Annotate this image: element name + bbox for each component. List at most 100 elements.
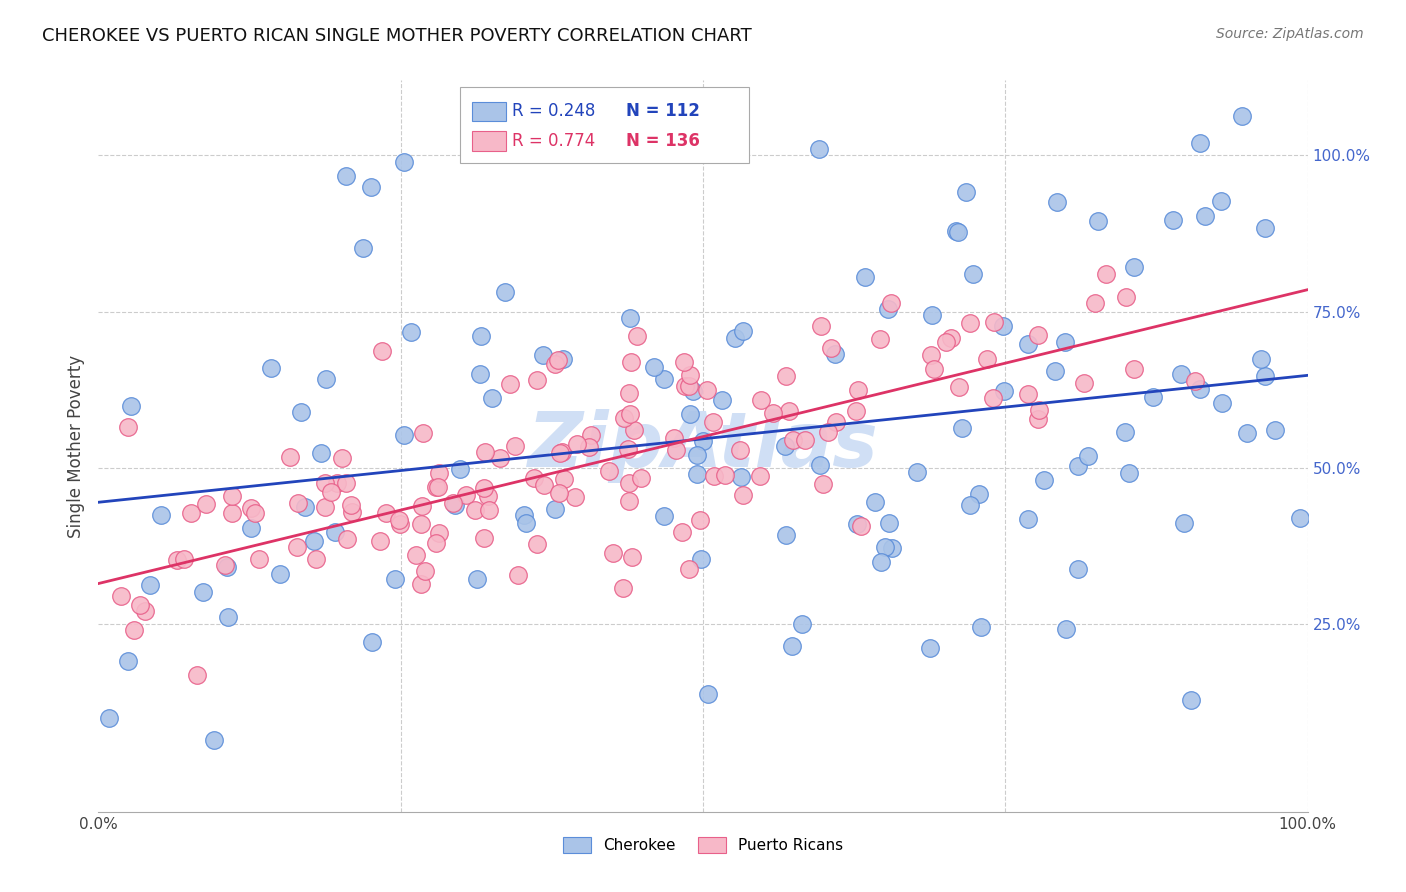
Point [360,179,382,194]
Point [620,355,643,369]
Point [678,379,700,393]
Point [335,169,357,183]
Y-axis label: Single Mother Poverty: Single Mother Poverty [66,354,84,538]
Point [290,405,312,419]
Point [323,525,346,540]
Point [392,428,415,442]
Point [665,442,688,457]
Point [662,431,685,445]
Point [195,497,218,511]
Point [465,572,488,586]
Point [352,241,374,255]
Point [689,513,711,527]
Point [1161,213,1184,227]
Point [955,185,977,199]
Point [673,378,696,392]
Point [551,352,574,367]
Point [749,393,772,408]
Point [690,552,713,566]
Point [464,503,486,517]
Point [780,640,803,654]
Point [1236,426,1258,441]
Point [97,711,120,725]
Point [269,566,291,581]
Point [877,516,900,530]
Point [427,526,450,541]
Point [879,295,901,310]
Point [526,373,548,387]
Point [679,407,702,421]
Point [967,487,990,501]
Point [1180,693,1202,707]
Point [1095,267,1118,281]
Point [441,495,464,509]
Point [1087,214,1109,228]
Point [1026,328,1049,343]
Point [512,508,534,523]
Point [427,466,450,480]
Point [515,516,537,530]
Point [384,572,406,586]
Point [411,517,433,532]
Point [239,501,262,516]
Point [948,380,970,394]
Point [1017,337,1039,351]
Point [950,421,973,435]
Point [773,439,796,453]
Point [686,467,709,481]
Point [882,541,904,555]
Point [499,377,522,392]
Point [478,502,501,516]
Point [1077,449,1099,463]
Point [449,462,471,476]
Point [851,519,873,533]
Point [875,540,897,554]
Point [1122,362,1144,376]
Point [361,635,384,649]
Point [166,553,188,567]
Point [217,610,239,624]
Point [1211,395,1233,409]
Point [477,489,499,503]
Text: N = 136: N = 136 [626,132,700,150]
Point [544,357,567,371]
Point [294,500,316,515]
Point [1054,623,1077,637]
Point [733,324,755,338]
Point [335,476,357,491]
Point [547,353,569,368]
Point [1142,390,1164,404]
Point [173,552,195,566]
Point [1032,474,1054,488]
Point [673,354,696,368]
Point [221,489,243,503]
Point [959,498,981,512]
Point [778,404,800,418]
Point [1289,511,1312,525]
Point [564,490,586,504]
Point [387,513,409,527]
Point [456,488,478,502]
Point [775,369,797,384]
Point [711,392,734,407]
Point [976,351,998,366]
Point [426,480,449,494]
Point [415,565,437,579]
Point [775,528,797,542]
Point [370,344,392,359]
Point [869,332,891,346]
Point [962,268,984,282]
Point [239,521,262,535]
Point [117,654,139,668]
Point [221,506,243,520]
Point [724,331,747,345]
Point [1028,402,1050,417]
Point [692,434,714,449]
Point [617,442,640,457]
Point [1043,364,1066,378]
Point [749,468,772,483]
Point [526,537,548,551]
Point [845,517,868,532]
Point [652,509,675,524]
Point [613,411,636,425]
